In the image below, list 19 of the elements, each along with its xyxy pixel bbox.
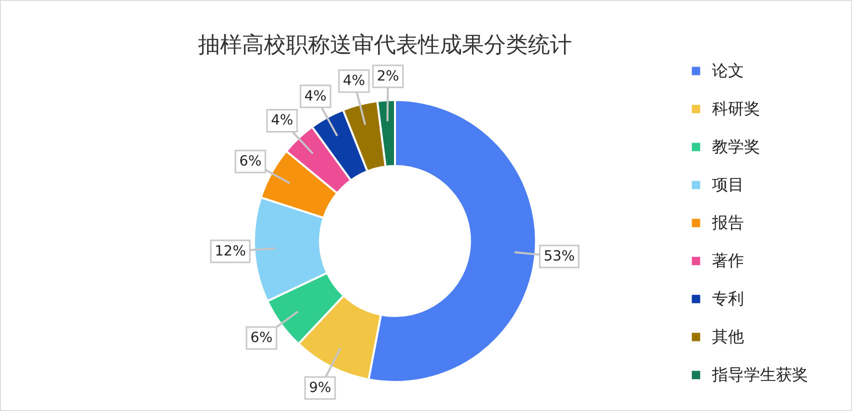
legend-label: 论文	[712, 61, 744, 80]
data-label: 4%	[342, 73, 366, 90]
legend-label: 项目	[712, 175, 744, 194]
legend-label: 著作	[712, 251, 744, 270]
data-label: 4%	[270, 112, 294, 129]
data-label: 4%	[304, 88, 327, 104]
data-label: 2%	[376, 68, 400, 84]
legend-label: 科研奖	[712, 99, 760, 118]
legend-label: 指导学生获奖	[711, 365, 808, 384]
legend-label: 报告	[711, 213, 744, 232]
data-label: 6%	[239, 154, 262, 170]
legend-label: 教学奖	[712, 137, 760, 156]
data-label: 53%	[544, 248, 575, 265]
chart-title: 抽样高校职称送审代表性成果分类统计	[198, 33, 572, 58]
data-label: 12%	[214, 243, 246, 260]
legend-label: 专利	[712, 289, 744, 308]
data-label: 9%	[308, 380, 332, 396]
data-label: 6%	[250, 330, 273, 346]
legend-label: 其他	[712, 327, 744, 346]
